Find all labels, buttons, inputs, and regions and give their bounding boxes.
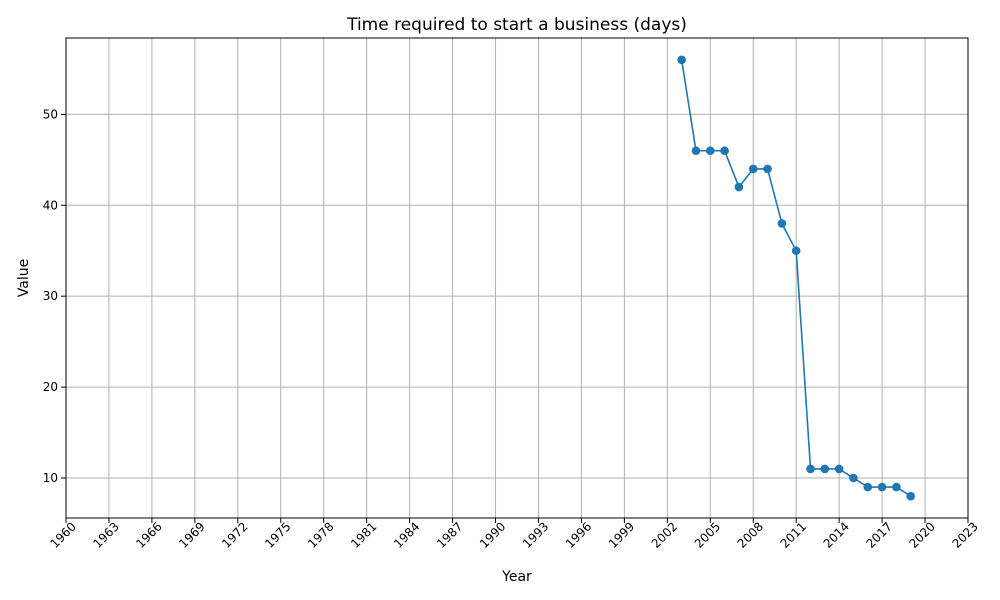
data-point (820, 464, 830, 474)
data-point (705, 146, 715, 156)
y-tick-label: 50 (43, 107, 58, 121)
y-tick-label: 20 (43, 380, 58, 394)
data-point (849, 473, 858, 483)
data-point (834, 464, 844, 474)
y-axis-label: Value (16, 259, 32, 297)
data-point (691, 146, 701, 156)
data-point (906, 491, 916, 501)
data-point (806, 464, 815, 474)
data-point (748, 164, 758, 174)
y-axis-ticks: 10 20 30 40 50 (43, 107, 66, 485)
data-point (734, 182, 744, 192)
data-point (877, 482, 887, 492)
chart-title: Time required to start a business (days) (346, 15, 687, 35)
series-layer (677, 55, 916, 501)
y-tick-label: 30 (43, 289, 58, 303)
data-point (863, 482, 873, 492)
data-point (791, 246, 801, 256)
data-point (720, 146, 729, 156)
data-point (892, 482, 901, 492)
data-point (763, 164, 772, 174)
data-point (677, 55, 686, 65)
y-tick-label: 10 (43, 471, 58, 485)
plot-frame (65, 37, 969, 519)
data-point (777, 219, 787, 228)
x-axis-label: Year (501, 569, 532, 585)
y-tick-label: 40 (43, 198, 58, 212)
plot-area (66, 38, 968, 518)
